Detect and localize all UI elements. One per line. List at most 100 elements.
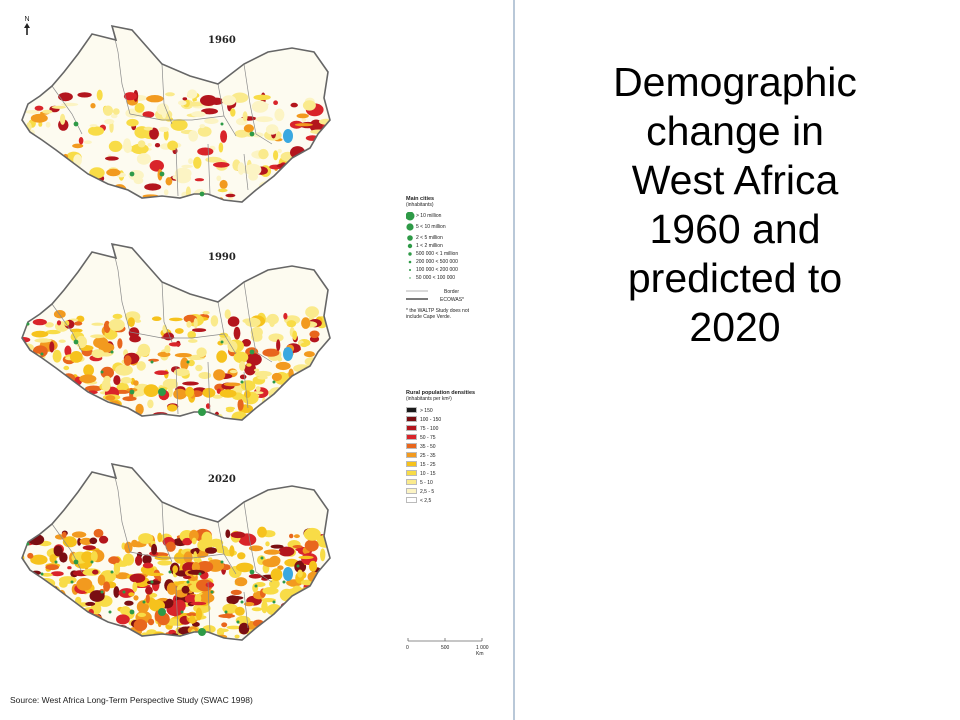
density-patch: [90, 334, 106, 339]
city-dot: [26, 542, 30, 546]
density-patch: [242, 318, 254, 324]
density-patch: [263, 549, 281, 555]
density-patch: [66, 634, 77, 639]
density-patch: [195, 364, 203, 372]
legend-density-row: 35 - 50: [406, 443, 475, 452]
density-patch: [262, 348, 280, 357]
density-patch: [104, 118, 115, 125]
density-patch: [142, 562, 154, 569]
density-patch: [248, 574, 262, 579]
density-patch: [149, 160, 164, 172]
density-patch: [168, 342, 181, 347]
density-patch: [290, 415, 304, 420]
density-patch: [66, 610, 78, 623]
density-patch: [233, 351, 249, 363]
density-patch: [135, 555, 143, 566]
country-border: [175, 147, 179, 197]
density-patch: [42, 404, 48, 416]
density-patch: [45, 564, 59, 571]
density-patch: [235, 562, 254, 573]
density-patch: [51, 370, 60, 377]
density-patch: [91, 197, 109, 202]
density-patch: [154, 370, 169, 375]
density-patch: [197, 147, 214, 156]
density-patch: [27, 629, 40, 640]
lake-chad: [283, 347, 293, 361]
city-dot: [199, 191, 205, 197]
density-patch: [297, 178, 304, 191]
density-patch: [304, 617, 309, 627]
city-dot: [220, 560, 224, 564]
density-patch: [312, 390, 326, 399]
density-patch: [41, 387, 56, 395]
density-patch: [35, 162, 52, 171]
map-figure: N 1960 1990 2020 Main cities (inhabitant…: [10, 16, 489, 705]
density-patch: [81, 551, 94, 563]
density-patch: [27, 552, 34, 559]
density-patch: [201, 531, 213, 545]
city-dot: [159, 171, 165, 177]
density-patch: [49, 554, 57, 564]
ecowas-line-icon: [406, 298, 428, 300]
density-patch: [217, 188, 228, 193]
density-patch: [22, 611, 26, 617]
density-patch: [184, 594, 197, 604]
density-patch: [76, 315, 85, 323]
density-patch: [169, 317, 183, 322]
density-patch: [284, 194, 301, 202]
density-patch: [197, 126, 212, 137]
density-patch: [231, 411, 248, 420]
figure-edge: [513, 0, 515, 720]
legend-city-row: 200 000 < 500 000: [406, 258, 469, 266]
density-patch: [213, 162, 230, 168]
density-patch: [93, 336, 109, 349]
density-patch: [307, 384, 325, 398]
density-patch: [234, 606, 245, 616]
city-dot: [150, 580, 154, 584]
density-patch: [134, 319, 142, 323]
density-patch: [120, 197, 126, 202]
density-patch: [244, 390, 251, 398]
density-patch: [255, 116, 273, 123]
density-patch: [129, 573, 146, 583]
legend-density-row: 75 - 100: [406, 425, 475, 434]
density-patch: [41, 368, 58, 373]
density-patch: [193, 318, 198, 329]
density-patch: [302, 100, 316, 111]
density-patch: [183, 635, 196, 640]
density-patch: [31, 180, 41, 191]
density-patch: [108, 318, 125, 331]
legend-density-label: > 150: [420, 408, 433, 414]
density-patch: [108, 556, 120, 565]
land-mass: [22, 26, 330, 202]
city-dot: [70, 580, 74, 584]
density-patch: [204, 118, 219, 124]
density-patch: [28, 386, 42, 394]
city-dot: [90, 560, 94, 564]
density-patch: [73, 154, 82, 167]
density-patch: [240, 165, 259, 174]
density-patch: [90, 551, 98, 562]
density-patch: [298, 373, 304, 385]
legend-density-label: 25 - 35: [420, 453, 436, 459]
density-patch: [24, 365, 38, 371]
density-patch: [190, 601, 207, 606]
density-patch: [91, 636, 100, 640]
density-patch: [282, 178, 297, 188]
density-patch: [37, 578, 56, 589]
density-patch: [123, 92, 137, 101]
density-patch: [216, 350, 228, 363]
legend-density-title: Rural population densities: [406, 390, 476, 396]
density-patch: [133, 595, 139, 601]
density-patch: [319, 571, 330, 578]
density-patch: [105, 395, 116, 401]
city-dot-icon: [407, 235, 413, 241]
density-patch: [30, 554, 48, 565]
density-patch: [283, 188, 302, 199]
city-dot: [254, 584, 258, 588]
density-patch: [196, 561, 214, 573]
density-patch: [191, 537, 197, 545]
density-patch: [22, 180, 28, 191]
density-patch: [89, 537, 98, 545]
density-patch: [58, 629, 74, 637]
